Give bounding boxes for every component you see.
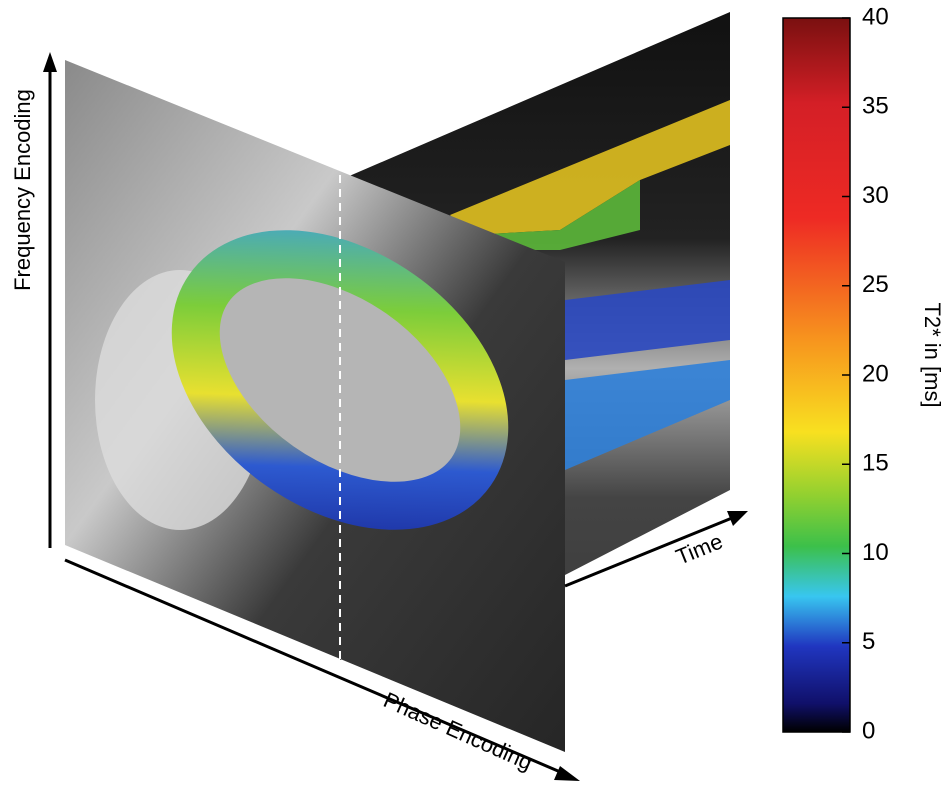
colorbar: [783, 18, 850, 732]
tick-label: 25: [862, 271, 889, 298]
arrow-head: [554, 766, 580, 781]
tick-label: 5: [862, 628, 875, 655]
tick-label: 10: [862, 539, 889, 566]
tick-label: 35: [862, 93, 889, 120]
figure: Frequency Encoding Phase Encoding Time 0…: [0, 0, 948, 804]
tick-label: 15: [862, 450, 889, 477]
axis-label: Frequency Encoding: [10, 89, 35, 291]
colorbar-label: T2* in [ms]: [920, 302, 945, 407]
arrow-head: [727, 511, 748, 526]
tick-label: 30: [862, 182, 889, 209]
tick-label: 0: [862, 717, 875, 744]
arrow-head: [43, 52, 57, 72]
axis-label: Time: [672, 528, 726, 569]
tick-label: 20: [862, 360, 889, 387]
tick-label: 40: [862, 3, 889, 30]
